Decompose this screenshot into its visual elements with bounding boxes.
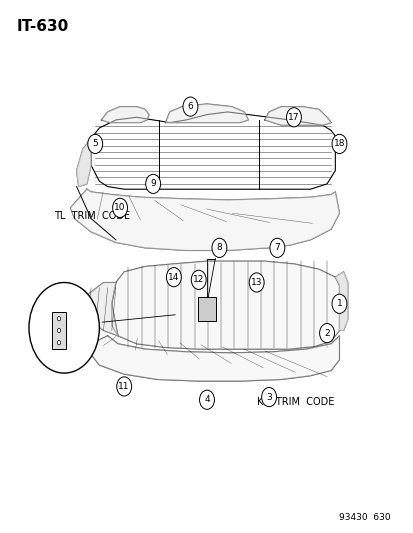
Text: 15: 15: [36, 324, 47, 332]
Text: 6: 6: [187, 102, 193, 111]
Text: 13: 13: [250, 278, 262, 287]
Polygon shape: [101, 107, 149, 123]
Text: 14: 14: [168, 273, 179, 281]
Circle shape: [191, 270, 206, 289]
Circle shape: [286, 108, 301, 127]
Polygon shape: [264, 107, 330, 125]
Text: 17: 17: [287, 113, 299, 122]
Text: 10: 10: [114, 204, 126, 212]
Circle shape: [145, 174, 160, 193]
Circle shape: [29, 282, 99, 373]
Circle shape: [88, 134, 102, 154]
Text: 9: 9: [150, 180, 156, 188]
Text: 12: 12: [192, 276, 204, 284]
Text: 18: 18: [333, 140, 344, 148]
Circle shape: [73, 326, 88, 345]
Text: 8: 8: [216, 244, 222, 252]
Circle shape: [183, 97, 197, 116]
Text: 93430  630: 93430 630: [339, 513, 390, 522]
Text: 5: 5: [92, 140, 98, 148]
Circle shape: [211, 238, 226, 257]
Circle shape: [331, 134, 346, 154]
Circle shape: [166, 268, 181, 287]
Circle shape: [57, 328, 61, 333]
Text: 2: 2: [323, 329, 329, 337]
FancyBboxPatch shape: [197, 297, 216, 321]
Text: 4: 4: [204, 395, 209, 404]
Circle shape: [249, 273, 263, 292]
Text: 11: 11: [118, 382, 130, 391]
Text: 1: 1: [336, 300, 342, 308]
Text: 3: 3: [266, 393, 271, 401]
Circle shape: [57, 317, 61, 321]
Circle shape: [331, 294, 346, 313]
Polygon shape: [76, 139, 91, 187]
Text: 7: 7: [274, 244, 280, 252]
Polygon shape: [91, 336, 339, 381]
Text: IT-630: IT-630: [17, 19, 69, 34]
Polygon shape: [112, 261, 339, 349]
Circle shape: [57, 341, 61, 345]
Text: 16: 16: [75, 332, 86, 340]
Polygon shape: [165, 104, 248, 123]
Circle shape: [199, 390, 214, 409]
Circle shape: [34, 318, 49, 337]
Polygon shape: [83, 282, 118, 336]
Circle shape: [319, 324, 334, 343]
Polygon shape: [70, 189, 339, 251]
Text: K7  TRIM  CODE: K7 TRIM CODE: [256, 398, 333, 407]
Circle shape: [116, 377, 131, 396]
Bar: [52, 312, 66, 349]
Circle shape: [261, 387, 276, 407]
Circle shape: [269, 238, 284, 257]
Polygon shape: [335, 272, 347, 330]
Text: TL  TRIM  CODE: TL TRIM CODE: [54, 211, 130, 221]
Circle shape: [112, 198, 127, 217]
